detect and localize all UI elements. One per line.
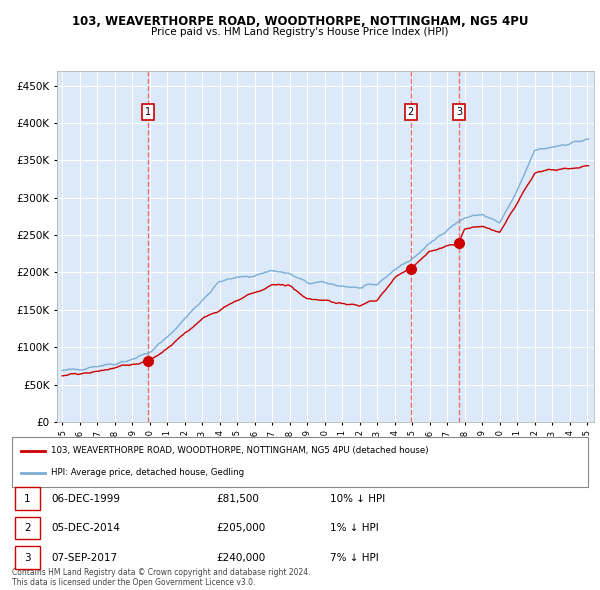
Text: 1: 1 bbox=[145, 107, 151, 117]
Text: 3: 3 bbox=[24, 553, 31, 562]
Text: 103, WEAVERTHORPE ROAD, WOODTHORPE, NOTTINGHAM, NG5 4PU (detached house): 103, WEAVERTHORPE ROAD, WOODTHORPE, NOTT… bbox=[51, 446, 428, 455]
Text: 103, WEAVERTHORPE ROAD, WOODTHORPE, NOTTINGHAM, NG5 4PU: 103, WEAVERTHORPE ROAD, WOODTHORPE, NOTT… bbox=[72, 15, 528, 28]
Text: 10% ↓ HPI: 10% ↓ HPI bbox=[330, 494, 385, 503]
Text: 06-DEC-1999: 06-DEC-1999 bbox=[51, 494, 120, 503]
Text: 2: 2 bbox=[407, 107, 414, 117]
Text: Contains HM Land Registry data © Crown copyright and database right 2024.
This d: Contains HM Land Registry data © Crown c… bbox=[12, 568, 311, 587]
Text: 1% ↓ HPI: 1% ↓ HPI bbox=[330, 523, 379, 533]
Text: HPI: Average price, detached house, Gedling: HPI: Average price, detached house, Gedl… bbox=[51, 468, 244, 477]
Text: £81,500: £81,500 bbox=[216, 494, 259, 503]
Text: £205,000: £205,000 bbox=[216, 523, 265, 533]
Text: 05-DEC-2014: 05-DEC-2014 bbox=[51, 523, 120, 533]
Text: £240,000: £240,000 bbox=[216, 553, 265, 562]
Text: 07-SEP-2017: 07-SEP-2017 bbox=[51, 553, 117, 562]
Text: 1: 1 bbox=[24, 494, 31, 503]
Text: 2: 2 bbox=[24, 523, 31, 533]
Text: Price paid vs. HM Land Registry's House Price Index (HPI): Price paid vs. HM Land Registry's House … bbox=[151, 27, 449, 37]
Text: 3: 3 bbox=[456, 107, 462, 117]
Text: 7% ↓ HPI: 7% ↓ HPI bbox=[330, 553, 379, 562]
